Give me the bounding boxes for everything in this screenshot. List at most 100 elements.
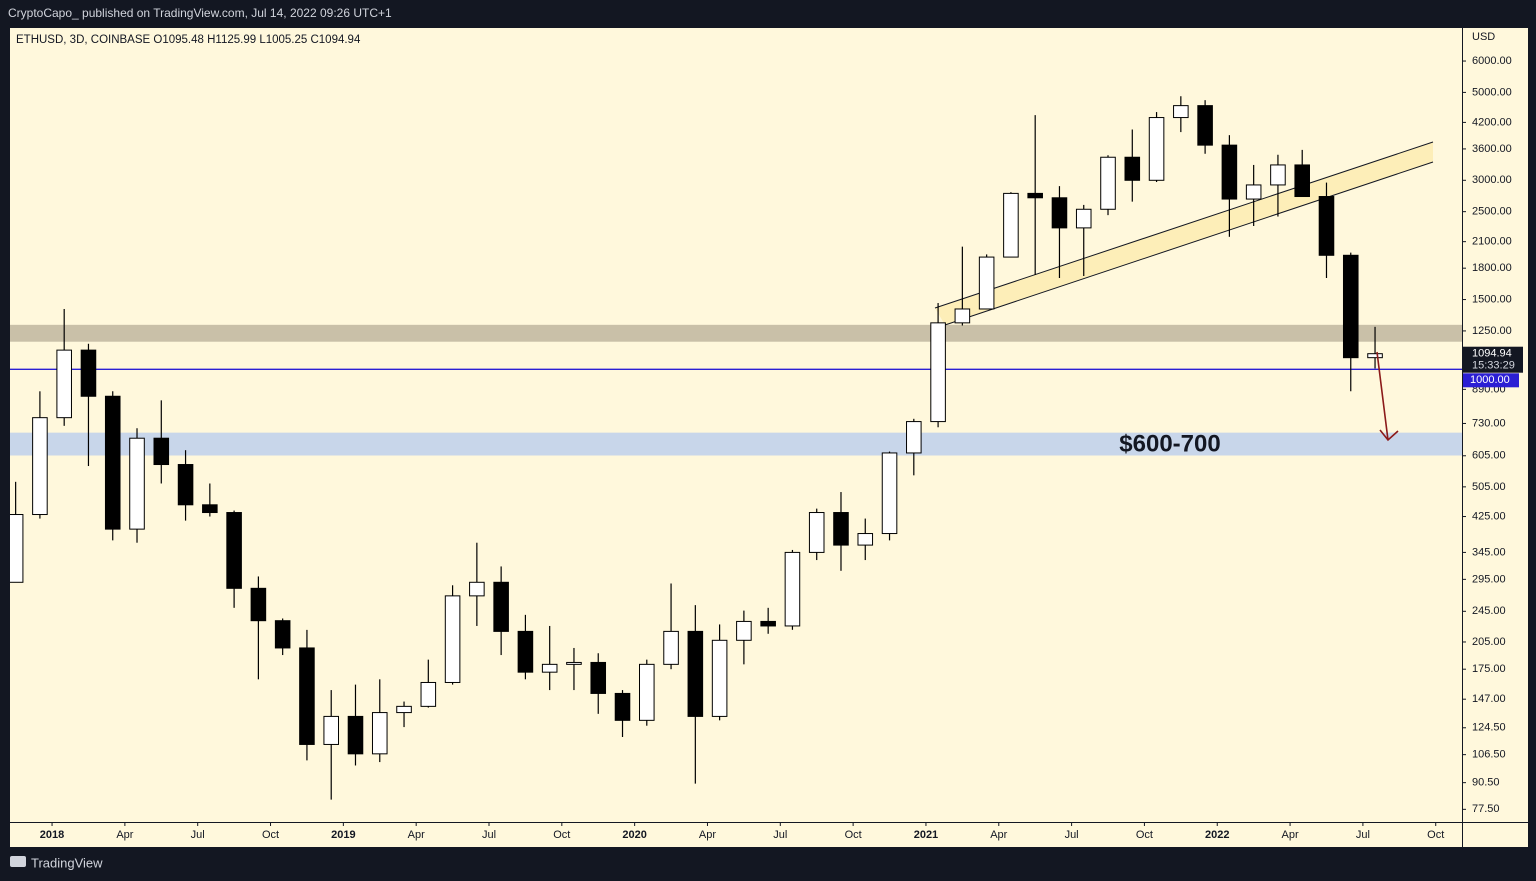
plot-area	[10, 28, 1462, 822]
y-tick-label: 147.00	[1472, 693, 1506, 705]
price-axis	[1463, 28, 1528, 822]
candle-body	[517, 630, 534, 673]
footer: TradingView	[31, 855, 103, 870]
y-tick-label: 77.50	[1472, 803, 1500, 815]
candle-body	[784, 551, 801, 627]
candle-body	[396, 705, 412, 714]
candle-body	[639, 663, 655, 721]
candle-body	[566, 661, 582, 665]
candle-body	[833, 512, 849, 546]
candle-body	[80, 349, 97, 397]
candle-body	[1294, 164, 1310, 198]
x-tick-label: 2021	[914, 829, 938, 841]
candle-body	[663, 630, 679, 665]
candle-body	[250, 587, 267, 622]
trend-line	[944, 161, 1434, 326]
y-tick-label: 345.00	[1472, 546, 1506, 558]
candle-body	[177, 464, 194, 506]
candle-body	[857, 533, 874, 546]
x-tick-label: Apr	[408, 829, 425, 841]
y-tick-label: 3600.00	[1472, 143, 1512, 155]
candle-body	[1075, 208, 1092, 229]
time-axis	[10, 823, 1528, 847]
price-zone	[10, 432, 1462, 456]
candle-body	[1148, 117, 1165, 181]
candle-body	[590, 661, 607, 694]
candle-body	[1367, 353, 1383, 359]
y-tick-label: 425.00	[1472, 510, 1506, 522]
candle-body	[1270, 164, 1286, 186]
x-tick-label: 2022	[1205, 829, 1229, 841]
candle-body	[1245, 184, 1262, 200]
x-tick-label: Jul	[191, 829, 205, 841]
last-price-box	[1463, 346, 1523, 373]
y-tick-label: 1800.00	[1472, 262, 1512, 274]
candle-body	[420, 681, 437, 707]
header: CryptoCapo_ published on TradingView.com…	[8, 6, 392, 20]
candle-body	[541, 663, 558, 673]
y-tick-label: 2100.00	[1472, 236, 1512, 248]
y-tick-label: 90.50	[1472, 777, 1500, 789]
x-tick-label: Apr	[990, 829, 1007, 841]
candle-body	[736, 620, 752, 641]
y-tick-label: 175.00	[1472, 663, 1506, 675]
x-tick-label: Oct	[1427, 829, 1444, 841]
y-tick-label: 1250.00	[1472, 325, 1512, 337]
candle-body	[469, 581, 485, 597]
candle-body	[1100, 156, 1116, 210]
candle-body	[323, 715, 339, 745]
candle-body	[1221, 144, 1238, 200]
last-price-label: 1094.94	[1472, 348, 1512, 360]
annotation: $600-700	[1119, 430, 1220, 457]
x-tick-label: 2018	[40, 829, 64, 841]
x-tick-label: Jul	[773, 829, 787, 841]
x-tick-label: Jul	[1356, 829, 1370, 841]
candle-body	[493, 581, 509, 632]
candle-body	[1318, 196, 1335, 256]
x-tick-label: 2020	[622, 829, 646, 841]
candle-body	[129, 437, 145, 530]
y-tick-label: 2500.00	[1472, 206, 1512, 218]
candle-body	[299, 647, 315, 745]
candle-body	[1124, 156, 1141, 181]
candle-body	[1173, 105, 1189, 119]
x-tick-label: Oct	[262, 829, 279, 841]
candle-body	[32, 417, 48, 516]
candle-body	[881, 452, 898, 535]
x-tick-label: Jul	[1065, 829, 1079, 841]
trend-line	[934, 141, 1434, 309]
y-tick-label: 295.00	[1472, 573, 1506, 585]
plot	[10, 96, 1462, 800]
logo	[10, 856, 26, 867]
candle-body	[444, 595, 461, 683]
x-tick-label: Oct	[845, 829, 862, 841]
countdown: 15:33:29	[1472, 360, 1515, 372]
candle-body	[1197, 105, 1213, 146]
x-tick-label: Oct	[553, 829, 570, 841]
y-tick-label: 205.00	[1472, 636, 1506, 648]
candle-body	[104, 395, 121, 530]
candle-body	[153, 437, 170, 466]
y-tick-label: 605.00	[1472, 450, 1506, 462]
candle-body	[711, 639, 728, 717]
currency: USD	[1472, 31, 1495, 43]
forecast-arrow	[1376, 351, 1399, 442]
candle-body	[1027, 192, 1043, 199]
candle-body	[978, 256, 995, 310]
y-tick-label: 124.50	[1472, 722, 1506, 734]
y-tick-label: 5000.00	[1472, 86, 1512, 98]
candle-body	[760, 620, 776, 627]
x-tick-label: Jul	[482, 829, 496, 841]
candle-body	[1003, 192, 1019, 258]
y-tick-label: 3000.00	[1472, 174, 1512, 186]
candle-body	[1051, 197, 1068, 229]
x-tick-label: Apr	[116, 829, 133, 841]
x-tick-label: Oct	[1136, 829, 1153, 841]
y-tick-label: 505.00	[1472, 481, 1506, 493]
level-price-box	[1463, 373, 1519, 388]
y-tick-label: 6000.00	[1472, 55, 1512, 67]
y-tick-label: 4200.00	[1472, 116, 1512, 128]
x-tick-label: 2019	[331, 829, 355, 841]
